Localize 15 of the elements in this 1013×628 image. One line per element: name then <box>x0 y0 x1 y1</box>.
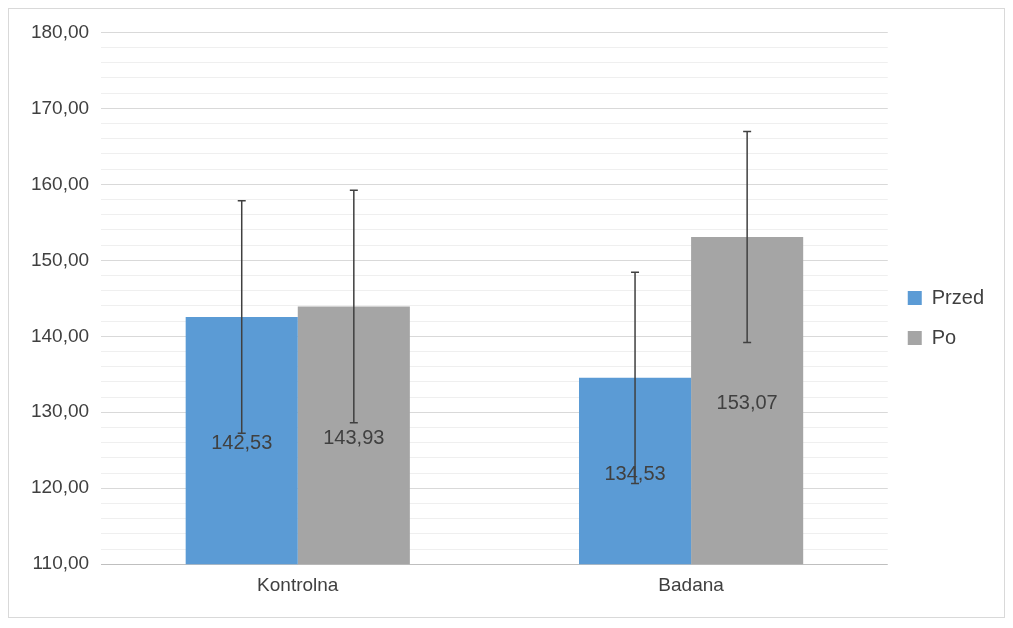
y-tick-label: 150,00 <box>30 248 90 270</box>
y-tick-label: 120,00 <box>30 476 90 498</box>
data-label: 142,53 <box>211 431 273 454</box>
y-tick-label: 160,00 <box>30 172 90 194</box>
y-tick-label: 110,00 <box>32 552 90 574</box>
y-tick-label: 140,00 <box>30 324 90 346</box>
data-label: 153,07 <box>716 391 778 414</box>
y-tick-label: 130,00 <box>30 400 90 422</box>
legend-label: Przed <box>931 285 984 308</box>
data-label: 143,93 <box>323 425 385 448</box>
y-tick-label: 180,00 <box>30 20 90 42</box>
x-tick-label: Badana <box>658 573 725 595</box>
legend-label: Po <box>931 325 957 348</box>
x-tick-label: Kontrolna <box>257 573 339 595</box>
y-tick-label: 170,00 <box>30 96 90 118</box>
